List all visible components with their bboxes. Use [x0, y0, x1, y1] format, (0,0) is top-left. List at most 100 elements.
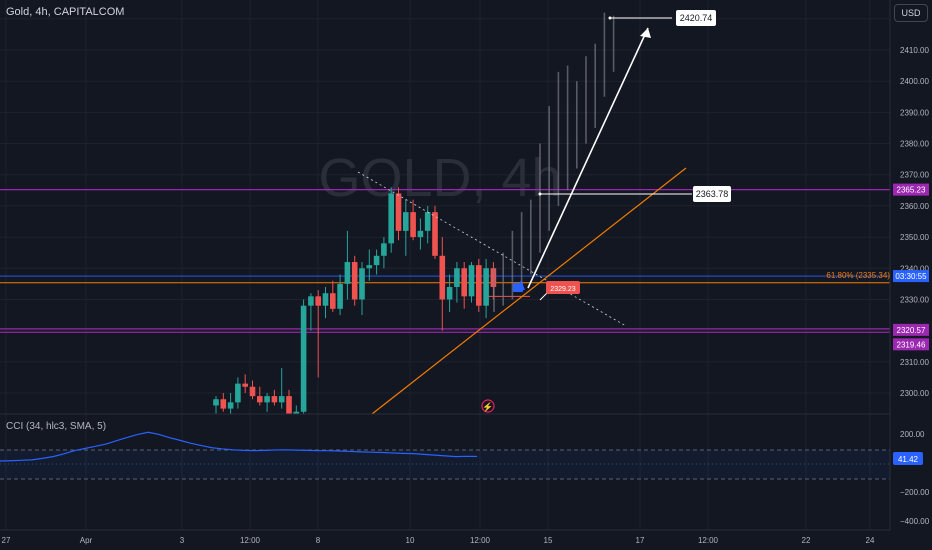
symbol-interval: 4h — [35, 6, 48, 18]
time-axis-label: 22 — [802, 536, 811, 545]
callout-box-3[interactable]: 2329.23 — [546, 281, 580, 294]
price-axis-label: 2310.00 — [900, 358, 929, 367]
candle-body — [461, 268, 467, 297]
time-axis-label: 24 — [866, 536, 875, 545]
candle-body — [213, 399, 219, 406]
candle-body — [264, 396, 270, 403]
price-badge — [893, 270, 929, 283]
candle-body — [220, 399, 227, 409]
time-axis-label: 27 — [2, 536, 11, 545]
price-axis-label: 2370.00 — [900, 171, 929, 180]
candle-body — [286, 396, 292, 414]
arrow-head — [640, 28, 651, 38]
cci-axis-label-200: 200.00 — [900, 430, 925, 439]
callout-box-1[interactable]: 2420.74 — [676, 10, 716, 26]
candle-body — [366, 265, 373, 269]
candle-body — [468, 265, 475, 297]
candle-body — [278, 396, 285, 403]
callout-text-3: 2329.23 — [550, 286, 575, 293]
candles — [213, 187, 497, 414]
symbol-name: Gold — [6, 6, 30, 18]
candle-body — [410, 212, 416, 238]
lightning-event-icon[interactable] — [481, 399, 495, 413]
candle-body — [315, 296, 321, 306]
symbol-exchange: CAPITALCOM — [53, 6, 125, 18]
currency-button[interactable]: USD — [894, 4, 928, 22]
projection-arrow[interactable] — [527, 27, 649, 289]
candle-body — [351, 262, 358, 300]
candle-body — [424, 212, 431, 231]
price-axis-label: 2360.00 — [900, 202, 929, 211]
buy-arrow-body — [513, 283, 523, 292]
cci-band — [0, 450, 890, 479]
title-separator-1: , — [29, 6, 36, 18]
candle-body — [242, 383, 248, 387]
lightning-glyph: ⚡ — [482, 401, 493, 413]
callout-dot-2 — [538, 192, 542, 196]
candle-body — [483, 268, 489, 306]
candle-body — [476, 265, 482, 306]
time-axis-label: Apr — [80, 536, 93, 545]
price-axis-label: 2350.00 — [900, 233, 929, 242]
callout-dot-1 — [608, 16, 612, 20]
time-axis-label: 12:00 — [698, 536, 719, 545]
cci-value-badge — [893, 452, 923, 465]
time-axis-label: 12:00 — [470, 536, 491, 545]
time-axis-label: 12:00 — [240, 536, 261, 545]
candle-body — [446, 286, 453, 300]
candle-body — [439, 255, 446, 300]
callout-box-2[interactable]: 2363.78 — [693, 186, 731, 202]
price-badges: 2365.23 03:30:55 2320.57 2319.46 — [893, 183, 929, 351]
uptrend-line[interactable] — [371, 167, 687, 415]
cci-value: 41.42 — [898, 455, 919, 464]
candle-body — [293, 411, 300, 414]
chart-grid — [0, 0, 890, 530]
price-badge-text: 2365.23 — [897, 186, 926, 195]
candle-body — [454, 268, 460, 287]
price-axis-label: 2390.00 — [900, 108, 929, 117]
time-labels: 27 Apr 3 12:00 8 10 12:00 15 17 12:00 22 24 — [2, 536, 875, 545]
candle-body — [395, 193, 402, 231]
price-axis-label: 2340.00 — [900, 264, 929, 273]
candle-body — [271, 396, 278, 403]
callout-text-1: 2420.74 — [680, 13, 713, 23]
candle-body — [359, 268, 365, 300]
symbol-title[interactable]: Gold, 4h, CAPITALCOM — [6, 6, 124, 18]
price-axis-label: 2400.00 — [900, 77, 929, 86]
candle-body — [344, 262, 351, 284]
price-axis-label: 2300.00 — [900, 389, 929, 398]
title-separator-2: , — [47, 6, 54, 18]
cci-title[interactable]: CCI (34, hlc3, SMA, 5) — [6, 421, 107, 432]
candle-body — [227, 402, 234, 409]
candle-body — [330, 293, 336, 309]
price-badge — [893, 183, 929, 196]
projection-bars — [493, 12, 615, 312]
price-axis-label: 2380.00 — [900, 140, 929, 149]
candle-body — [308, 296, 314, 306]
time-axis-label: 3 — [180, 536, 185, 545]
candle-body — [300, 305, 307, 412]
price-badge — [893, 323, 929, 336]
price-badge-text: 2319.46 — [897, 340, 926, 349]
candle-body — [249, 386, 256, 397]
cci-line — [0, 431, 478, 462]
price-axis[interactable] — [890, 0, 932, 530]
candle-body — [432, 212, 438, 256]
candle-body — [373, 255, 380, 266]
price-axis-label: 2330.00 — [900, 295, 929, 304]
candle-body — [337, 283, 343, 309]
candle-body — [403, 212, 409, 231]
time-axis-label: 17 — [636, 536, 645, 545]
time-axis[interactable] — [0, 530, 932, 550]
candle-body — [257, 396, 263, 403]
downtrend-line[interactable] — [357, 171, 627, 327]
candle-body — [417, 230, 424, 238]
time-axis-label: 15 — [544, 536, 553, 545]
callout-text-2: 2363.78 — [696, 189, 729, 199]
price-badge-text: 2320.57 — [897, 326, 926, 335]
watermark: GOLD, 4h — [318, 148, 561, 208]
time-axis-label: 8 — [316, 536, 321, 545]
drawings: ⚡ — [357, 16, 692, 415]
price-axis-label: 2410.00 — [900, 46, 929, 55]
